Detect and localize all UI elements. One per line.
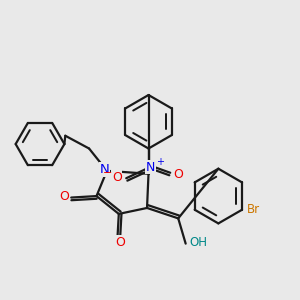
Text: −: − [103,168,112,178]
Text: N: N [146,161,156,174]
Text: O: O [173,168,183,181]
Text: N: N [100,163,110,176]
Text: +: + [156,158,164,167]
Text: OH: OH [189,236,207,249]
Text: O: O [112,171,122,184]
Text: O: O [59,190,69,202]
Text: Br: Br [247,203,260,216]
Text: O: O [115,236,125,249]
